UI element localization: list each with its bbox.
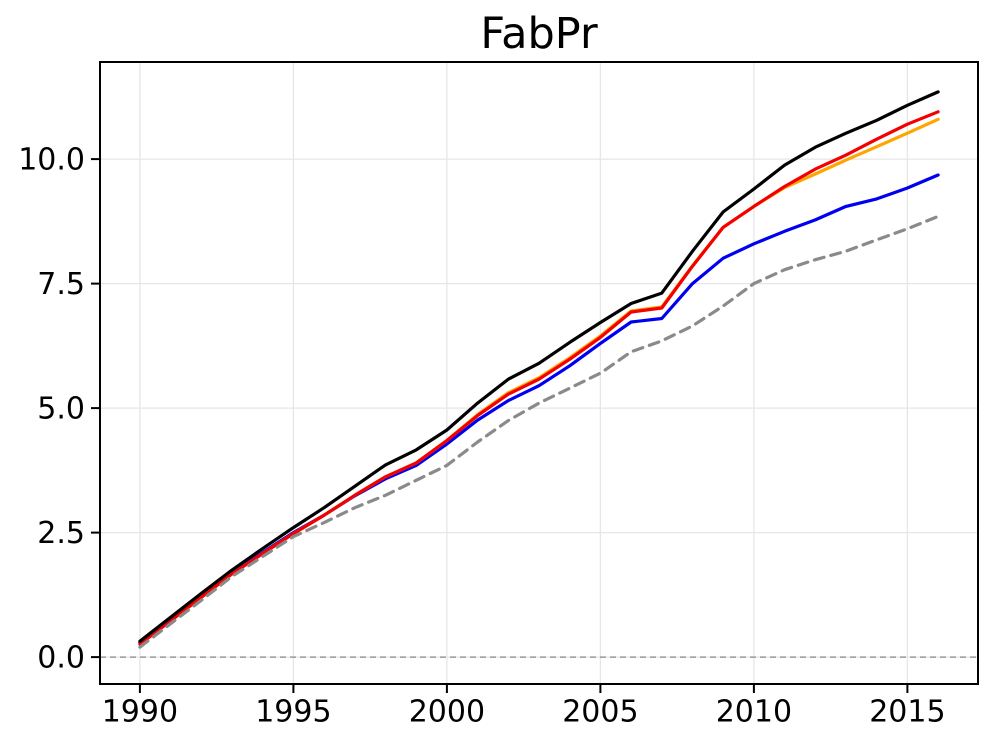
y-tick-label: 10.0 bbox=[18, 143, 85, 178]
series-line-red bbox=[138, 110, 940, 646]
x-tick-label: 1995 bbox=[255, 695, 331, 730]
series-line-gray-dashed bbox=[138, 214, 940, 649]
series-line-orange bbox=[138, 117, 940, 646]
grid-layer bbox=[100, 62, 978, 684]
plot-border bbox=[99, 61, 979, 685]
series-line-blue bbox=[138, 173, 940, 645]
x-tick-label: 2000 bbox=[409, 695, 485, 730]
x-tick-label: 1990 bbox=[102, 695, 178, 730]
chart-title: FabPr bbox=[480, 9, 598, 59]
y-tick-label: 5.0 bbox=[37, 392, 85, 427]
series-line-black bbox=[138, 90, 940, 643]
axes-layer: 1990 1995 2000 2005 2010 2015 0.0 2.5 5.0 7.5 10.0 bbox=[18, 61, 979, 730]
x-tick-label: 2010 bbox=[716, 695, 792, 730]
x-tick-label: 2015 bbox=[869, 695, 945, 730]
y-tick-label: 0.0 bbox=[37, 641, 85, 676]
x-tick-label: 2005 bbox=[562, 695, 638, 730]
series-layer bbox=[138, 90, 940, 649]
y-tick-label: 2.5 bbox=[37, 516, 85, 551]
y-tick-label: 7.5 bbox=[37, 267, 85, 302]
